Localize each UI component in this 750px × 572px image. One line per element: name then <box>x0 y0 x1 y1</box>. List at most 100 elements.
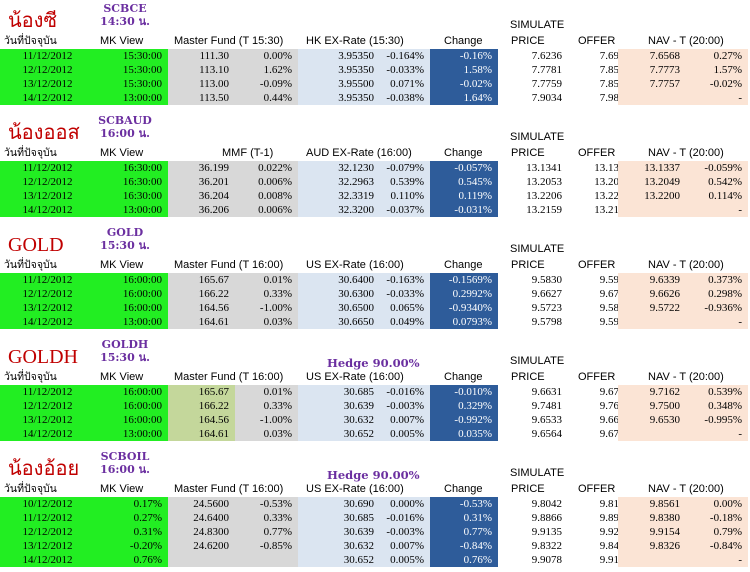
nav-value <box>618 91 686 105</box>
nav-value: 9.8561 <box>618 497 686 511</box>
price-cell: 13.1341 <box>526 162 562 174</box>
nav-value: 9.8380 <box>618 511 686 525</box>
master-fund-value: 24.6400 <box>168 511 235 525</box>
table-row: 14/12/2012 0.76% 30.652 0.005% 0.76% 9.9078 9.… <box>0 553 750 567</box>
table-row: 12/12/2012 15:30:00 113.10 1.62% 3.95350 -0.0… <box>0 63 750 77</box>
ex-rate-change: 0.005% <box>380 553 430 567</box>
table-row: 14/12/2012 13:00:00 36.206 0.006% 32.3200 -0.… <box>0 203 750 217</box>
master-fund-value: 24.5600 <box>168 497 235 511</box>
fund-section: GOLD GOLD 15:30 น. SIMULATE วันที่ปัจจุบัน MK… <box>0 224 750 336</box>
ex-rate-change: -0.164% <box>380 49 430 63</box>
header-offer: OFFER <box>578 259 616 271</box>
nav-value: 9.7162 <box>618 385 686 399</box>
date-cell: 10/12/2012 <box>0 497 95 511</box>
nav-value: 13.2049 <box>618 175 686 189</box>
change-cell: 1.58% <box>430 63 498 77</box>
header-ex-rate: US EX-Rate (16:00) <box>306 483 404 495</box>
nav-change: 0.79% <box>686 525 748 539</box>
table-row: 13/12/2012 16:00:00 164.56 -1.00% 30.6500 0.0… <box>0 301 750 315</box>
master-fund-value: 164.61 <box>168 315 235 329</box>
header-current-date: วันที่ปัจจุบัน <box>4 147 57 159</box>
change-cell: -0.9340% <box>430 301 498 315</box>
master-fund-value: 36.204 <box>168 189 235 203</box>
change-cell: 0.545% <box>430 175 498 189</box>
price-cell: 13.2159 <box>526 204 562 216</box>
price-cell: 7.7759 <box>531 78 562 90</box>
nav-value <box>618 427 686 441</box>
ex-rate-value: 30.652 <box>298 553 380 567</box>
master-fund-change: 0.022% <box>235 161 298 175</box>
header-master-fund: Master Fund (T 16:00) <box>174 483 284 495</box>
price-cell: 13.2206 <box>526 190 562 202</box>
mk-view-cell: 15:30:00 <box>95 49 168 63</box>
mk-view-cell: 13:00:00 <box>95 91 168 105</box>
nav-change: -0.059% <box>686 161 748 175</box>
mk-view-cell: 13:00:00 <box>95 203 168 217</box>
master-fund-change: 0.03% <box>235 427 298 441</box>
ex-rate-change: -0.038% <box>380 91 430 105</box>
master-fund-value <box>168 553 235 567</box>
header-offer: OFFER <box>578 35 616 47</box>
header-current-date: วันที่ปัจจุบัน <box>4 483 57 495</box>
header-master-fund: Master Fund (T 16:00) <box>174 259 284 271</box>
mk-view-cell: 15:30:00 <box>95 63 168 77</box>
mk-view-cell: 16:30:00 <box>95 161 168 175</box>
change-cell: 0.31% <box>430 511 498 525</box>
nav-change: - <box>686 553 748 567</box>
master-fund-value: 113.50 <box>168 91 235 105</box>
ex-rate-change: 0.007% <box>380 413 430 427</box>
price-cell: 9.5830 <box>531 274 562 286</box>
ex-rate-change: -0.003% <box>380 399 430 413</box>
ex-rate-change: -0.037% <box>380 203 430 217</box>
ex-rate-value: 30.6400 <box>298 273 380 287</box>
change-cell: -0.02% <box>430 77 498 91</box>
simulate-label: SIMULATE <box>510 19 565 31</box>
master-fund-change: -1.00% <box>235 413 298 427</box>
ex-rate-value: 3.95350 <box>298 91 380 105</box>
price-cell: 9.8866 <box>531 512 562 524</box>
master-fund-value: 164.61 <box>168 427 235 441</box>
date-cell: 11/12/2012 <box>0 273 95 287</box>
date-cell: 12/12/2012 <box>0 399 95 413</box>
mk-view-cell: -0.20% <box>95 539 168 553</box>
date-cell: 13/12/2012 <box>0 413 95 427</box>
nav-value: 9.5722 <box>618 301 686 315</box>
header-current-date: วันที่ปัจจุบัน <box>4 371 57 383</box>
mk-view-cell: 16:00:00 <box>95 399 168 413</box>
mk-view-cell: 16:00:00 <box>95 385 168 399</box>
nav-value: 9.6626 <box>618 287 686 301</box>
header-nav: NAV - T (20:00) <box>648 259 724 271</box>
change-cell: 0.77% <box>430 525 498 539</box>
table-row: 11/12/2012 16:00:00 165.67 0.01% 30.685 -0.01… <box>0 385 750 399</box>
price-cell: 9.8042 <box>531 498 562 510</box>
ex-rate-value: 30.632 <box>298 413 380 427</box>
simulate-label: SIMULATE <box>510 131 565 143</box>
nav-change: -0.02% <box>686 77 748 91</box>
ex-rate-value: 30.6650 <box>298 315 380 329</box>
master-fund-change: 0.77% <box>235 525 298 539</box>
date-cell: 12/12/2012 <box>0 175 95 189</box>
header-ex-rate: US EX-Rate (16:00) <box>306 259 404 271</box>
header-ex-rate: HK EX-Rate (15:30) <box>306 35 404 47</box>
header-change: Change <box>444 483 483 495</box>
price-cell: 9.5798 <box>531 316 562 328</box>
ex-rate-value: 30.639 <box>298 399 380 413</box>
header-master-fund: Master Fund (T 15:30) <box>174 35 284 47</box>
price-cell: 13.2053 <box>526 176 562 188</box>
table-row: 11/12/2012 16:00:00 165.67 0.01% 30.6400 -0.1… <box>0 273 750 287</box>
ex-rate-change: 0.110% <box>380 189 430 203</box>
header-current-date: วันที่ปัจจุบัน <box>4 259 57 271</box>
section-title: GOLDH <box>8 346 78 368</box>
nav-value: 7.7773 <box>618 63 686 77</box>
ex-rate-change: -0.016% <box>380 511 430 525</box>
date-cell: 14/12/2012 <box>0 203 95 217</box>
fund-time: 16:00 น. <box>100 127 150 140</box>
change-cell: -0.031% <box>430 203 498 217</box>
master-fund-change: 0.01% <box>235 385 298 399</box>
hedge-label: Hedge 90.00% <box>327 468 420 482</box>
change-cell: 1.64% <box>430 91 498 105</box>
mk-view-cell: 13:00:00 <box>95 427 168 441</box>
date-cell: 14/12/2012 <box>0 91 95 105</box>
nav-change: - <box>686 427 748 441</box>
ex-rate-change: -0.003% <box>380 525 430 539</box>
